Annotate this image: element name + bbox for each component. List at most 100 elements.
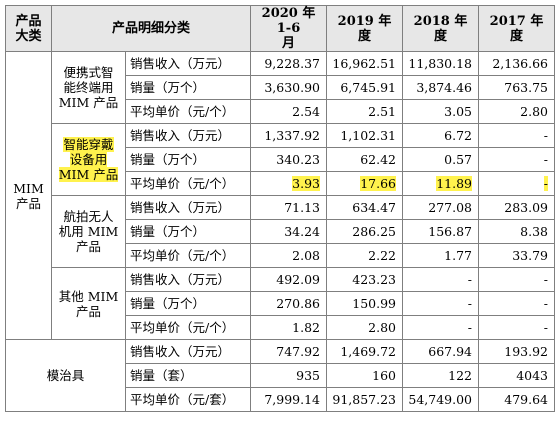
header-detail-category: 产品明细分类 [50,5,252,52]
product-sales-table: 产品 大类 产品明细分类 2020 年 1-6 月 2019 年 度 2018 … [5,5,556,412]
metric-label: 销量（万个） [124,147,252,172]
value-cell: 340.23 [250,147,328,172]
table-row: 平均单价（元/个） 2.54 2.51 3.05 2.80 [6,99,556,124]
value-cell: - [478,315,556,340]
table-row: 平均单价（元/套） 7,999.14 91,857.23 54,749.00 4… [6,387,556,412]
value-cell: - [402,315,480,340]
value-cell-highlighted: 11.89 [402,171,480,196]
metric-label: 平均单价（元/套） [124,387,252,412]
metric-label: 平均单价（元/个） [124,243,252,268]
value-cell: 2.51 [326,99,404,124]
value-cell: 270.86 [250,291,328,316]
value-cell: 935 [250,363,328,388]
value-cell: 156.87 [402,219,480,244]
header-period-2017: 2017 年 度 [478,5,556,52]
value-cell: 747.92 [250,339,328,364]
table-row: 销量（万个） 3,630.90 6,745.91 3,874.46 763.75 [6,75,556,100]
value-cell-highlighted: 3.93 [250,171,328,196]
metric-label: 销量（套） [124,363,252,388]
highlighted-value: - [543,176,549,191]
value-cell: 6.72 [402,123,480,148]
group-smart-wearable-label: 智能穿戴 设备用 MIM 产品 [58,137,119,182]
value-cell: 667.94 [402,339,480,364]
metric-label: 销售收入（万元） [124,339,252,364]
metric-label: 销售收入（万元） [124,195,252,220]
value-cell: 2.80 [478,99,556,124]
value-cell: 4043 [478,363,556,388]
value-cell: 423.23 [326,267,404,292]
value-cell: 763.75 [478,75,556,100]
header-period-2020h1: 2020 年 1-6 月 [250,5,328,52]
value-cell: 91,857.23 [326,387,404,412]
value-cell: 122 [402,363,480,388]
metric-label: 销量（万个） [124,219,252,244]
value-cell: 160 [326,363,404,388]
value-cell: 7,999.14 [250,387,328,412]
value-cell: 1,337.92 [250,123,328,148]
table-row: 销量（万个） 270.86 150.99 - - [6,291,556,316]
value-cell: 34.24 [250,219,328,244]
value-cell: 16,962.51 [326,51,404,76]
header-period-2019: 2019 年 度 [326,5,404,52]
metric-label: 销量（万个） [124,75,252,100]
highlighted-value: 17.66 [360,176,397,191]
header-row: 产品 大类 产品明细分类 2020 年 1-6 月 2019 年 度 2018 … [5,5,556,52]
value-cell: 193.92 [478,339,556,364]
value-cell: - [478,291,556,316]
value-cell: 2.80 [326,315,404,340]
value-cell: - [402,291,480,316]
header-period-2018: 2018 年 度 [402,5,480,52]
value-cell: 33.79 [478,243,556,268]
header-product-category: 产品 大类 [5,5,52,52]
table-row: 航拍无人 机用 MIM 产品 销售收入（万元） 71.13 634.47 277… [6,195,556,268]
value-cell: 492.09 [250,267,328,292]
value-cell: 3.05 [402,99,480,124]
value-cell: 150.99 [326,291,404,316]
metric-label: 平均单价（元/个） [124,315,252,340]
table-row: 销量（万个） 34.24 286.25 156.87 8.38 [6,219,556,244]
metric-label: 销售收入（万元） [124,123,252,148]
table-row: 销量（套） 935 160 122 4043 [6,363,556,388]
value-cell: 634.47 [326,195,404,220]
table-row: 其他 MIM 产品 销售收入（万元） 492.09 423.23 - - [6,267,556,340]
value-cell: 54,749.00 [402,387,480,412]
metric-label: 销售收入（万元） [124,267,252,292]
table-row: 平均单价（元/个） 1.82 2.80 - - [6,315,556,340]
metric-label: 销量（万个） [124,291,252,316]
value-cell: 2.54 [250,99,328,124]
value-cell: 71.13 [250,195,328,220]
value-cell: 479.64 [478,387,556,412]
category-mold-tooling: 模治具 [5,339,126,412]
value-cell: 2.08 [250,243,328,268]
value-cell: 11,830.18 [402,51,480,76]
value-cell: 1.77 [402,243,480,268]
value-cell: - [402,267,480,292]
value-cell: 3,630.90 [250,75,328,100]
value-cell: - [478,123,556,148]
metric-label: 销售收入（万元） [124,51,252,76]
value-cell-highlighted: 17.66 [326,171,404,196]
category-mim: MIM 产品 [5,51,52,340]
value-cell: 3,874.46 [402,75,480,100]
group-smart-wearable: 智能穿戴 设备用 MIM 产品 [51,123,126,196]
highlighted-value: 11.89 [436,176,473,191]
highlighted-value: 3.93 [292,176,321,191]
metric-label: 平均单价（元/个） [124,171,252,196]
value-cell: - [478,267,556,292]
value-cell: 1.82 [250,315,328,340]
value-cell: 1,469.72 [326,339,404,364]
value-cell: 8.38 [478,219,556,244]
value-cell: 9,228.37 [250,51,328,76]
value-cell: 62.42 [326,147,404,172]
table-row: MIM 产品 便携式智 能终端用 MIM 产品 销售收入（万元） 9,228.3… [5,51,556,340]
value-cell: 283.09 [478,195,556,220]
table-row: 模治具 销售收入（万元） 747.92 1,469.72 667.94 193.… [5,339,556,412]
value-cell: - [478,147,556,172]
value-cell: 0.57 [402,147,480,172]
table-row: 智能穿戴 设备用 MIM 产品 销售收入（万元） 1,337.92 1,102.… [6,123,556,196]
value-cell-highlighted: - [478,171,556,196]
value-cell: 277.08 [402,195,480,220]
table-row: 销量（万个） 340.23 62.42 0.57 - [6,147,556,172]
value-cell: 286.25 [326,219,404,244]
value-cell: 6,745.91 [326,75,404,100]
